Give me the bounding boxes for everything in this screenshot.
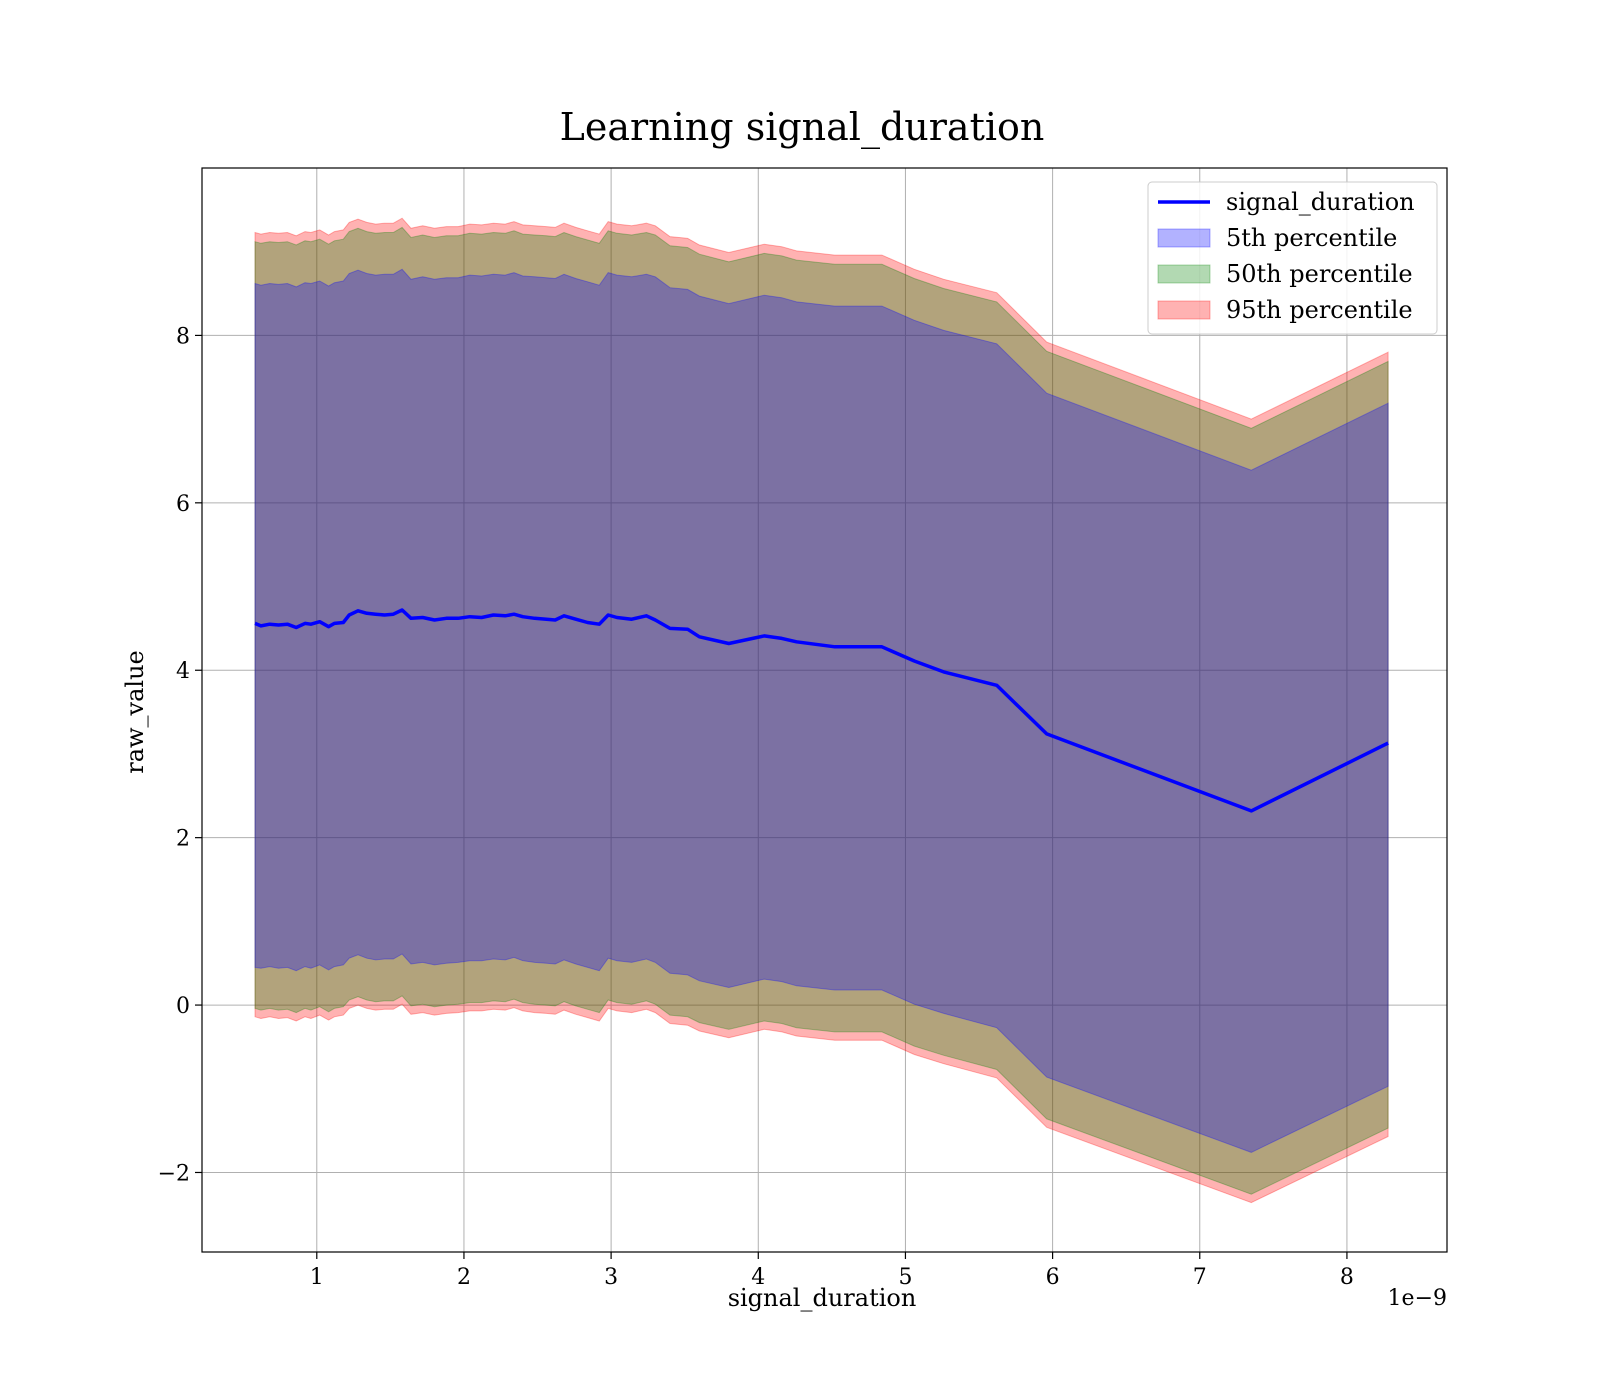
x-tick-label: 6 bbox=[1046, 1265, 1060, 1290]
chart-title: Learning signal_duration bbox=[560, 105, 1045, 150]
band-95th-percentile bbox=[254, 217, 1389, 1204]
legend-label-signal-duration: signal_duration bbox=[1226, 188, 1415, 216]
y-tick-label: 0 bbox=[176, 994, 190, 1019]
y-tick-label: 6 bbox=[176, 492, 190, 517]
percentile-bands bbox=[254, 217, 1389, 1204]
legend-swatch-5th-percentile bbox=[1157, 228, 1211, 248]
legend-label-95th-percentile: 95th percentile bbox=[1226, 296, 1413, 324]
x-tick-label: 5 bbox=[898, 1265, 912, 1290]
series-line-signal-duration bbox=[254, 608, 1389, 813]
x-offset-label: 1e−9 bbox=[1388, 1286, 1447, 1311]
band-50th-percentile bbox=[254, 226, 1389, 1195]
y-tick-label: 4 bbox=[176, 659, 190, 684]
legend-label-50th-percentile: 50th percentile bbox=[1226, 260, 1413, 288]
plot-frame bbox=[201, 167, 1448, 1253]
y-tick-label: 2 bbox=[176, 827, 190, 852]
legend-swatch-50th-percentile bbox=[1157, 264, 1211, 284]
series-lines bbox=[254, 608, 1389, 813]
legend: signal_duration 5th percentile 50th percen… bbox=[1147, 181, 1438, 335]
x-axis-ticks: 1 2 3 4 5 6 7 8 bbox=[310, 1252, 1354, 1290]
x-tick-label: 4 bbox=[751, 1265, 765, 1290]
y-axis-label: raw_value bbox=[121, 650, 149, 774]
x-tick-label: 3 bbox=[604, 1265, 618, 1290]
band-5th-percentile bbox=[254, 268, 1389, 1153]
x-tick-label: 1 bbox=[310, 1265, 324, 1290]
legend-box bbox=[1147, 181, 1438, 335]
legend-label-5th-percentile: 5th percentile bbox=[1226, 224, 1397, 252]
y-tick-label: −2 bbox=[158, 1161, 190, 1186]
x-axis-label: signal_duration bbox=[728, 1284, 917, 1312]
y-tick-label: 8 bbox=[176, 324, 190, 349]
x-tick-label: 2 bbox=[457, 1265, 471, 1290]
y-axis-ticks: −2 0 2 4 6 8 bbox=[158, 324, 202, 1186]
legend-swatch-95th-percentile bbox=[1157, 300, 1211, 320]
x-tick-label: 7 bbox=[1193, 1265, 1207, 1290]
x-tick-label: 8 bbox=[1340, 1265, 1354, 1290]
grid bbox=[202, 168, 1447, 1252]
